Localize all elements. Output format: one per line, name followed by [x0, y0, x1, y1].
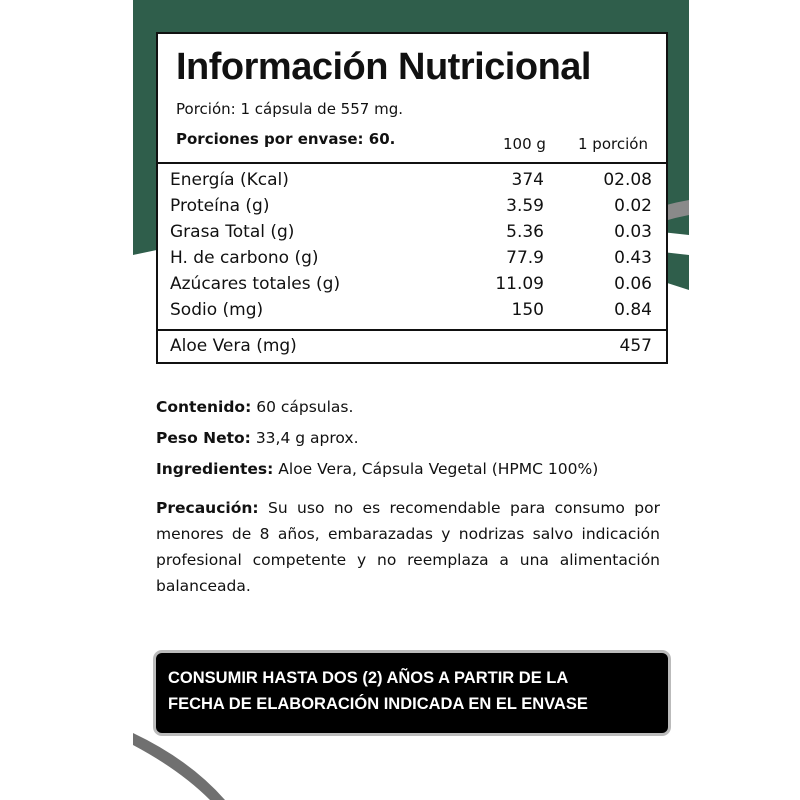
grey-swoosh: [133, 733, 225, 800]
expiry-warning-banner: CONSUMIR HASTA DOS (2) AÑOS A PARTIR DE …: [156, 653, 668, 733]
servings-per-container: Porciones por envase: 60.: [176, 130, 396, 148]
ingredients-line: Ingredientes: Aloe Vera, Cápsula Vegetal…: [156, 460, 599, 478]
table-row: Sodio (mg) 150 0.84: [170, 300, 652, 320]
nutrition-facts-table: Información Nutricional Porción: 1 cápsu…: [156, 32, 668, 364]
table-row: H. de carbono (g) 77.9 0.43: [170, 248, 652, 268]
table-row: Energía (Kcal) 374 02.08: [170, 170, 652, 190]
net-weight-line: Peso Neto: 33,4 g aprox.: [156, 429, 359, 447]
precaution-paragraph: Precaución: Su uso no es recomendable pa…: [156, 499, 660, 595]
table-row: Grasa Total (g) 5.36 0.03: [170, 222, 652, 242]
warning-line-1: CONSUMIR HASTA DOS (2) AÑOS A PARTIR DE …: [168, 669, 569, 687]
warning-line-2: FECHA DE ELABORACIÓN INDICADA EN EL ENVA…: [168, 695, 588, 713]
contents-line: Contenido: 60 cápsulas.: [156, 398, 354, 416]
table-row: Azúcares totales (g) 11.09 0.06: [170, 274, 652, 294]
column-header-100g: 100 g: [503, 135, 546, 153]
table-row-aloe-vera: Aloe Vera (mg) 457: [170, 336, 652, 356]
table-title: Información Nutricional: [176, 46, 591, 88]
table-row: Proteína (g) 3.59 0.02: [170, 196, 652, 216]
column-header-portion: 1 porción: [578, 135, 648, 153]
divider: [158, 162, 666, 164]
divider: [158, 329, 666, 331]
portion-size: Porción: 1 cápsula de 557 mg.: [176, 100, 403, 118]
